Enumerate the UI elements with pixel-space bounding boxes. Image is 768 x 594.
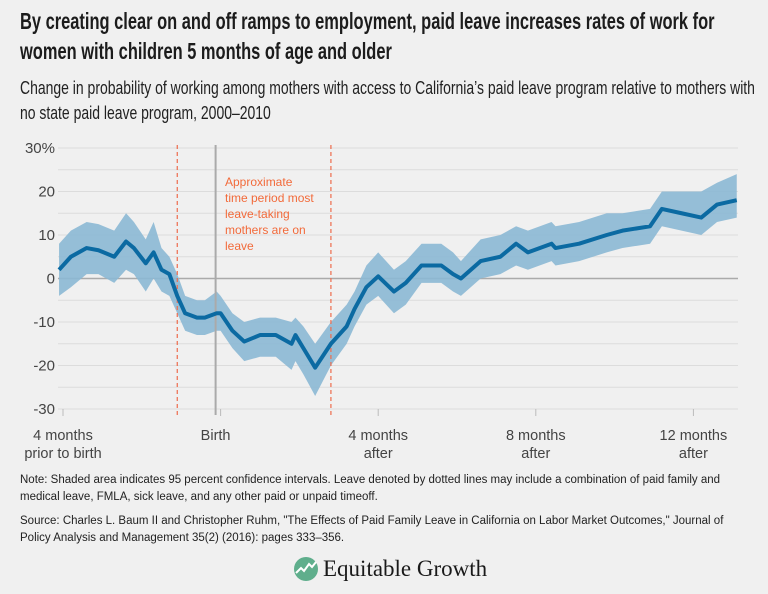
annotation-line: leave <box>225 239 254 253</box>
logo-text: Equitable Growth <box>323 556 488 581</box>
y-tick-label: -20 <box>33 358 55 375</box>
chart-subtitle: Change in probability of working among m… <box>20 77 755 123</box>
equitable-growth-logo[interactable]: Equitable Growth <box>293 556 487 582</box>
y-tick-label: 30% <box>25 140 55 157</box>
x-tick-label: after <box>364 446 393 462</box>
x-tick-label: after <box>679 446 708 462</box>
annotation-line: time period most <box>225 191 314 205</box>
y-tick-label: 20 <box>38 184 55 201</box>
source-citation: Source: Charles L. Baum II and Christoph… <box>20 515 724 544</box>
confidence-interval-area <box>59 174 737 396</box>
y-tick-label: 10 <box>38 227 55 244</box>
x-tick-label: prior to birth <box>24 446 101 462</box>
growth-chart-icon <box>294 557 318 581</box>
footnote: Note: Shaded area indicates 95 percent c… <box>20 474 721 503</box>
x-tick-label: 4 months <box>348 428 408 444</box>
confidence-band <box>59 174 737 396</box>
y-tick-label: -10 <box>33 314 55 331</box>
annotation-line: leave-taking <box>225 207 290 221</box>
annotation-line: Approximate <box>225 175 293 189</box>
line-chart: 30% 20 10 0 -10 -20 -30 4 months prior to birth… <box>24 140 738 462</box>
x-tick-label: 8 months <box>506 428 566 444</box>
annotation: Approximate time period most leave-taking m… <box>225 175 314 253</box>
chart-title: By creating clear on and off ramps to em… <box>20 8 715 64</box>
y-tick-label: 0 <box>47 271 55 288</box>
x-tick-label: after <box>521 446 550 462</box>
y-axis: 30% 20 10 0 -10 -20 -30 <box>25 140 55 418</box>
vertical-markers <box>176 145 332 415</box>
annotation-line: mothers are on <box>225 223 306 237</box>
x-tick-label: Birth <box>201 428 231 444</box>
data-line <box>57 198 738 370</box>
x-tick-label: 12 months <box>660 428 728 444</box>
y-tick-label: -30 <box>33 401 55 418</box>
x-tick-label: 4 months <box>33 428 93 444</box>
x-axis: 4 months prior to birth Birth 4 months after… <box>24 409 727 462</box>
